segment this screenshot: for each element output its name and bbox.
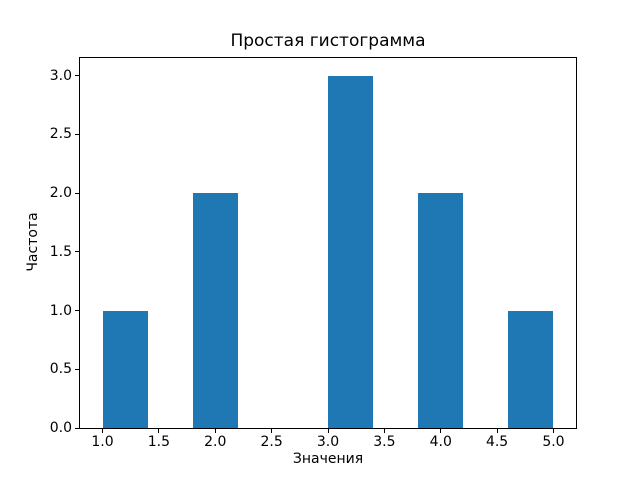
x-tick-mark <box>440 429 442 433</box>
y-tick-label: 3.0 <box>49 67 72 84</box>
x-tick-label: 2.5 <box>260 434 283 450</box>
y-tick-mark <box>75 310 79 312</box>
y-tick-mark <box>75 427 79 429</box>
histogram-bar <box>328 75 374 428</box>
y-tick-label: 2.5 <box>49 126 72 143</box>
x-tick-label: 4.5 <box>485 434 509 450</box>
x-tick-mark <box>214 429 216 433</box>
x-tick-label: 5.0 <box>542 434 565 450</box>
x-tick-label: 3.5 <box>373 434 396 450</box>
x-tick-label: 3.0 <box>316 434 340 450</box>
histogram-bar <box>508 310 554 428</box>
y-tick-mark <box>75 133 79 135</box>
y-tick-label: 1.0 <box>49 302 72 319</box>
y-tick-label: 0.5 <box>49 361 72 378</box>
histogram-bar <box>418 193 464 428</box>
y-tick-mark <box>75 251 79 253</box>
x-axis-label: Значения <box>292 451 364 467</box>
x-tick-mark <box>383 429 385 433</box>
x-tick-mark <box>102 429 104 433</box>
x-tick-label: 1.0 <box>91 434 114 450</box>
y-tick-mark <box>75 75 79 77</box>
x-tick-mark <box>496 429 498 433</box>
plot-area: 1.0 1.5 2.0 2.5 3.0 3.5 4.0 4.5 5.0 0.0 0.5 1.0 1.5 2… <box>50 57 577 450</box>
x-tick-mark <box>271 429 273 433</box>
y-tick-label: 2.0 <box>49 185 72 202</box>
x-tick-mark <box>552 429 554 433</box>
y-tick-mark <box>75 192 79 194</box>
x-tick-label: 2.0 <box>204 434 227 450</box>
chart-title: Простая гистограмма <box>230 31 426 51</box>
y-tick-mark <box>75 368 79 370</box>
x-tick-mark <box>327 429 329 433</box>
x-tick-mark <box>158 429 160 433</box>
y-axis-label: Частота <box>25 212 41 272</box>
x-tick-label: 4.0 <box>429 434 452 450</box>
x-tick-label: 1.5 <box>147 434 171 450</box>
histogram-bar <box>102 310 148 428</box>
y-tick-label: 1.5 <box>49 243 72 260</box>
histogram-bar <box>192 193 238 428</box>
y-tick-label: 0.0 <box>49 420 72 436</box>
